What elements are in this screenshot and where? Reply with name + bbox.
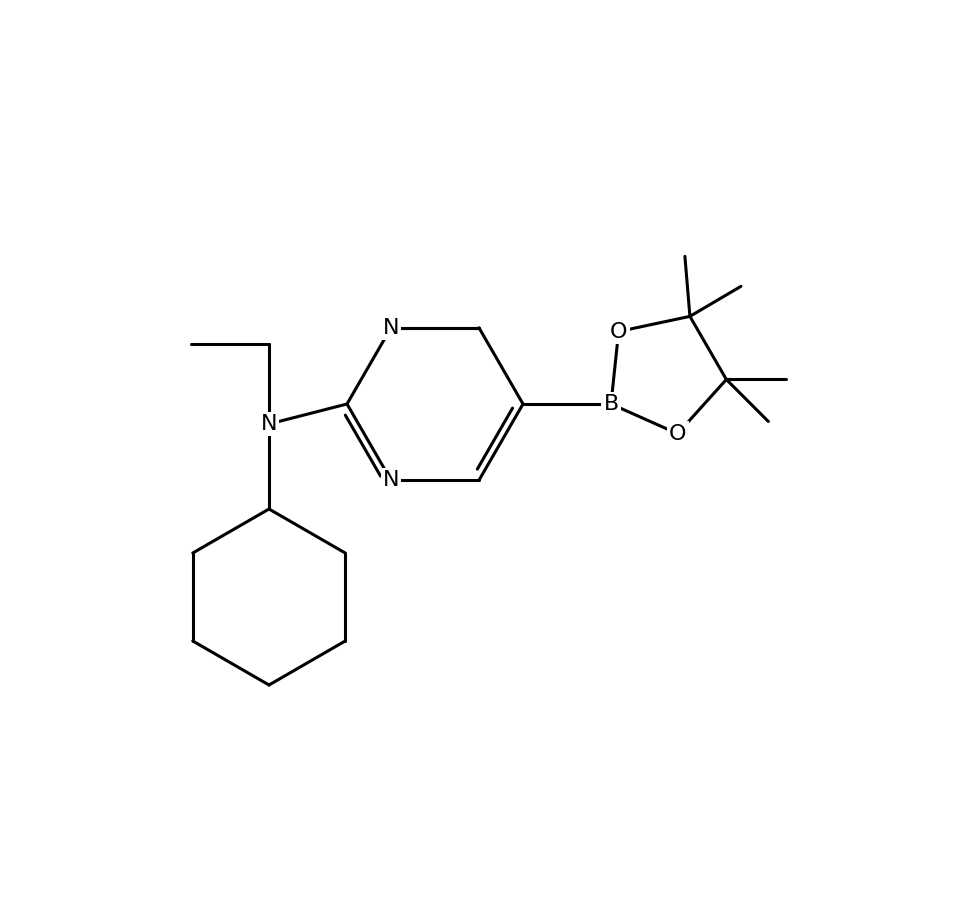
Text: N: N bbox=[383, 318, 399, 338]
Text: O: O bbox=[668, 424, 686, 444]
Text: N: N bbox=[383, 471, 399, 490]
Text: O: O bbox=[610, 322, 627, 342]
Text: B: B bbox=[604, 394, 618, 414]
Text: N: N bbox=[261, 414, 277, 434]
